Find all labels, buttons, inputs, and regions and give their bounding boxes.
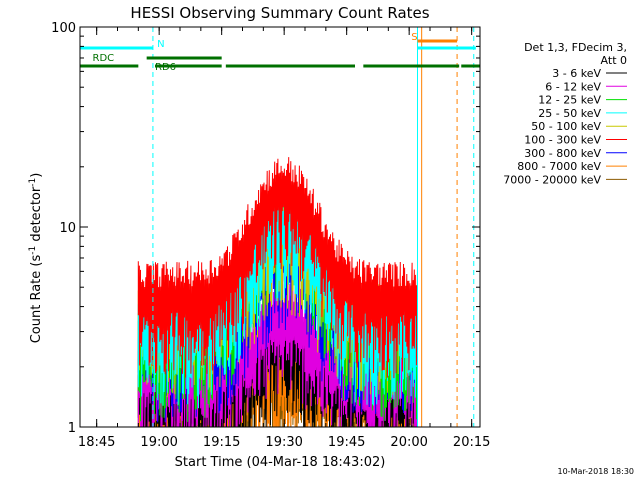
legend-label-3-6-kev: 3 - 6 keV [552,67,601,80]
legend-label-6-12-kev: 6 - 12 keV [545,80,601,93]
footer-date: 10-Mar-2018 18:30 [558,467,635,476]
flag-label-rdc: RDC [93,53,115,64]
axis-layer: 18:45 19:00 19:15 19:30 19:45 20:00 20:15 1 10 10… [51,21,490,450]
legend-label-300-800-kev: 300 - 800 keV [524,147,601,160]
flag-label-rd6: RD6 [155,62,176,73]
y-tick-label-2: 100 [51,21,76,36]
x-tick-label-1: 19:00 [140,435,177,450]
legend-label-100-300-kev: 100 - 300 keV [524,134,601,147]
x-tick-label-4: 19:45 [328,435,365,450]
legend-label-25-50-kev: 25 - 50 keV [538,107,601,120]
chart-title: HESSI Observing Summary Count Rates [130,4,429,22]
x-tick-label-2: 19:15 [203,435,240,450]
x-axis-label: Start Time (04-Mar-18 18:43:02) [175,455,386,470]
legend-label-12-25-kev: 12 - 25 keV [538,94,601,107]
y-tick-label-1: 10 [59,221,76,236]
x-tick-label-5: 20:00 [390,435,427,450]
x-tick-label-0: 18:45 [78,435,115,450]
flag-label-s: S [411,32,417,43]
y-tick-label-0: 1 [68,421,76,436]
legend-header-line2: Att 0 [601,54,627,67]
x-tick-label-3: 19:30 [265,435,302,450]
legend-label-50-100-kev: 50 - 100 keV [531,120,601,133]
y-axis-label: Count Rate (s-1 detector-1) [28,173,44,344]
legend-header-line1: Det 1,3, FDecim 3, [524,41,627,54]
legend-label-800-7000-kev: 800 - 7000 keV [517,160,601,173]
series-100-300-kev [137,157,418,379]
data-layer [137,157,418,428]
flag-label-n: N [157,39,164,50]
legend-label-7000-20000-kev: 7000 - 20000 keV [503,173,601,186]
flag-layer: N S RDC RD6 [79,27,480,427]
x-tick-label-6: 20:15 [453,435,490,450]
